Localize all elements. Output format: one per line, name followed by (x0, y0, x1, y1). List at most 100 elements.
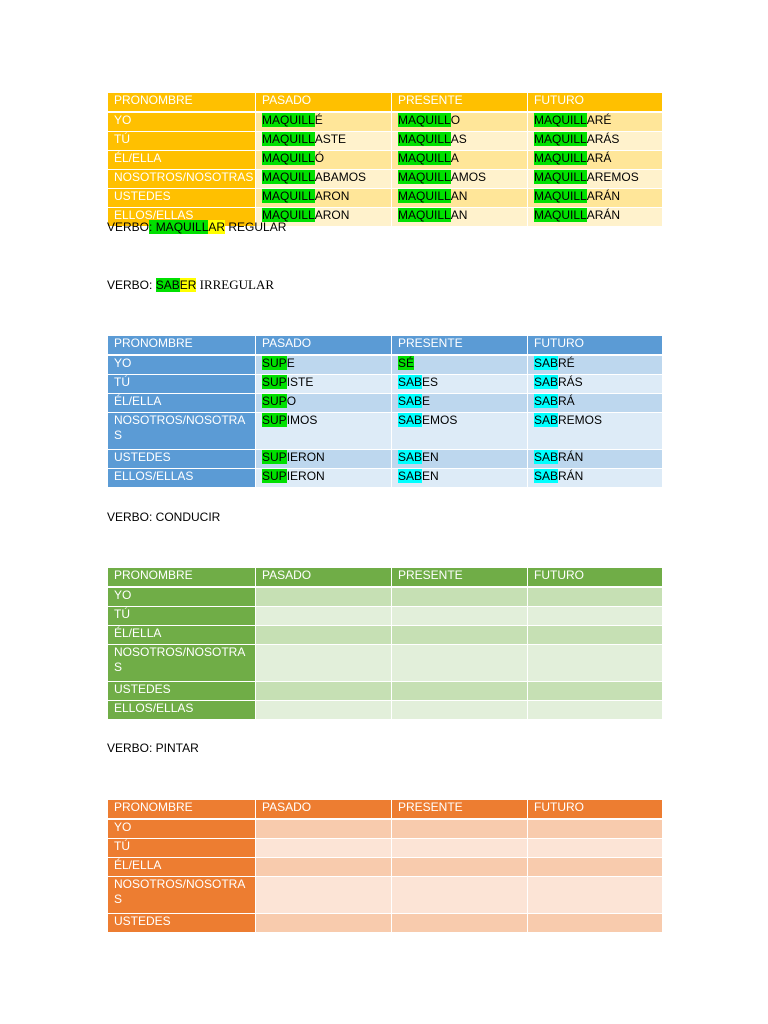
verb-ending: AS (450, 132, 467, 147)
cell-pasado[interactable] (255, 876, 392, 914)
table-row: TÚ (107, 838, 663, 858)
cell-pasado[interactable] (255, 700, 392, 720)
cell-presente[interactable] (391, 857, 528, 877)
cell-presente[interactable] (391, 913, 528, 933)
pronoun-cell: ÉL/ELLA (107, 625, 256, 645)
cell-futuro: SABRÁ (527, 393, 663, 413)
table-row: ÉL/ELLA MAQUILLÓ MAQUILLA MAQUILLARÁ (107, 150, 663, 170)
cell-pasado[interactable] (255, 681, 392, 701)
verb-ending: ASTE (314, 132, 347, 147)
table-row: ÉL/ELLA (107, 857, 663, 877)
verb-ending: AN (450, 208, 468, 223)
verb-label-saber: VERBO: SABER IRREGULAR (107, 277, 274, 293)
verb-prefix: VERBO: (107, 278, 156, 292)
cell-presente: MAQUILLO (391, 112, 528, 132)
cell-futuro: SABRÁN (527, 449, 663, 469)
verb-ending: RÁN (558, 469, 584, 484)
verb-colon: : (149, 220, 156, 234)
cell-pasado[interactable] (255, 819, 392, 839)
cell-futuro[interactable] (527, 838, 663, 858)
cell-futuro[interactable] (527, 700, 663, 720)
pronoun-cell: ELLOS/ELLAS (107, 700, 256, 720)
cell-futuro[interactable] (527, 681, 663, 701)
verb-stem: MAQUILL (398, 132, 451, 146)
table-maquillar-section: PRONOMBRE PASADO PRESENTE FUTURO YO MAQUI… (107, 92, 663, 227)
cell-futuro[interactable] (527, 819, 663, 839)
pronoun-cell: ÉL/ELLA (107, 150, 256, 170)
cell-presente[interactable] (391, 644, 528, 682)
cell-pasado: MAQUILLÓ (255, 150, 392, 170)
verb-ending: ARÉ (586, 113, 612, 128)
cell-pasado[interactable] (255, 587, 392, 607)
cell-pasado[interactable] (255, 606, 392, 626)
cell-futuro[interactable] (527, 857, 663, 877)
cell-presente[interactable] (391, 838, 528, 858)
verb-ending: ES (422, 375, 439, 390)
table-row: YO SUPE SÉ SABRÉ (107, 355, 663, 375)
cell-futuro[interactable] (527, 625, 663, 645)
verb-stem: SAB (398, 450, 423, 464)
cell-futuro: MAQUILLARÁN (527, 188, 663, 208)
verb-ending: RÁN (558, 450, 584, 465)
table-conducir-section: PRONOMBRE PASADO PRESENTE FUTURO YO TÚ ÉL/… (107, 567, 663, 720)
cell-presente[interactable] (391, 700, 528, 720)
verb-type: IRREGULAR (196, 277, 275, 292)
cell-pasado[interactable] (255, 838, 392, 858)
cell-futuro: MAQUILLAREMOS (527, 169, 663, 189)
conjugation-table-maquillar: PRONOMBRE PASADO PRESENTE FUTURO (107, 92, 663, 112)
table-saber-section: PRONOMBRE PASADO PRESENTE FUTURO YO SUPE S… (107, 335, 663, 488)
cell-pasado: SUPIERON (255, 449, 392, 469)
cell-pasado: SUPIMOS (255, 412, 392, 450)
verb-ending: EN (422, 469, 439, 484)
pronoun-cell: TÚ (107, 606, 256, 626)
cell-presente[interactable] (391, 876, 528, 914)
verb-stem: SAB (534, 450, 559, 464)
cell-presente[interactable] (391, 625, 528, 645)
verb-stem: MAQUILL (262, 189, 315, 203)
cell-pasado[interactable] (255, 857, 392, 877)
cell-futuro[interactable] (527, 644, 663, 682)
verb-label-conducir: VERBO: CONDUCIR (107, 510, 221, 524)
verb-ending: ARÁN (586, 189, 621, 204)
verb-stem: SAB (534, 394, 559, 408)
table-saber-body: YO SUPE SÉ SABRÉ TÚ SUPISTE SABES SABRÁS ÉL/ELLA… (107, 355, 663, 488)
pronoun-cell: YO (107, 112, 256, 132)
cell-presente: MAQUILLAN (391, 207, 528, 227)
table-conducir-body: YO TÚ ÉL/ELLA NOSOTROS/NOSOTRAS USTEDES ELLOS… (107, 587, 663, 720)
header-presente: PRESENTE (391, 567, 528, 587)
cell-futuro: MAQUILLARÁS (527, 131, 663, 151)
verb-stem: SAB (398, 375, 423, 389)
cell-pasado: MAQUILLARON (255, 207, 392, 227)
header-presente: PRESENTE (391, 92, 528, 112)
verb-ending: A (450, 151, 459, 166)
verb-stem: SAB (534, 356, 559, 370)
verb-stem: SUP (262, 413, 287, 427)
pronoun-cell: ÉL/ELLA (107, 857, 256, 877)
verb-stem: SAB (398, 394, 423, 408)
cell-pasado[interactable] (255, 913, 392, 933)
cell-pasado: MAQUILLÉ (255, 112, 392, 132)
cell-pasado: SUPO (255, 393, 392, 413)
verb-stem: MAQUILL (534, 132, 587, 146)
verb-ending: ISTE (286, 375, 314, 390)
cell-futuro[interactable] (527, 913, 663, 933)
cell-pasado[interactable] (255, 644, 392, 682)
verb-stem: MAQUILL (398, 151, 451, 165)
verb-stem: SUP (262, 450, 287, 464)
pronoun-cell: NOSOTROS/NOSOTRAS (107, 644, 256, 682)
verb-stem: SAB (534, 413, 559, 427)
cell-presente[interactable] (391, 819, 528, 839)
verb-ending: Ó (314, 151, 325, 166)
verb-stem: MAQUILL (398, 208, 451, 222)
cell-futuro: SABREMOS (527, 412, 663, 450)
verb-ending: ARÁ (586, 151, 612, 166)
cell-presente[interactable] (391, 606, 528, 626)
cell-presente[interactable] (391, 681, 528, 701)
table-maquillar-body: YO MAQUILLÉ MAQUILLO MAQUILLARÉ TÚ MAQUILLAST… (107, 112, 663, 227)
cell-futuro[interactable] (527, 587, 663, 607)
cell-futuro[interactable] (527, 606, 663, 626)
cell-presente[interactable] (391, 587, 528, 607)
cell-pasado[interactable] (255, 625, 392, 645)
conjugation-table-conducir: PRONOMBRE PASADO PRESENTE FUTURO (107, 567, 663, 587)
cell-futuro[interactable] (527, 876, 663, 914)
